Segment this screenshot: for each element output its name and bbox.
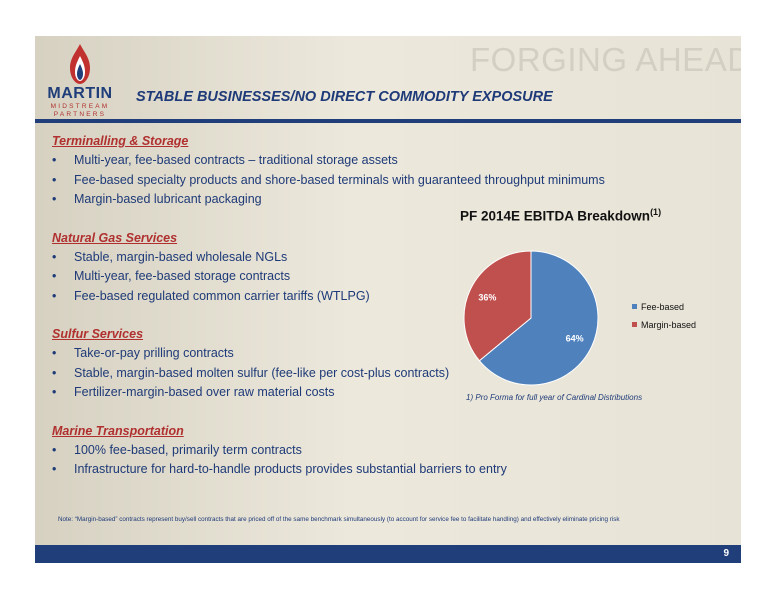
bullet-dot: • [52,249,57,264]
legend-swatch [632,304,637,309]
legend-item-margin-based: Margin-based [632,320,696,330]
chart-footnote: 1) Pro Forma for full year of Cardinal D… [466,393,643,402]
bullet-text: Fee-based specialty products and shore-b… [74,172,605,187]
data-label-fee-based: 64% [566,334,584,344]
page-number: 9 [723,548,729,559]
bullet-text: Take-or-pay prilling contracts [74,346,234,360]
bullet-text: Stable, margin-based molten sulfur (fee-… [74,365,450,380]
bullet-item: • Fee-based specialty products and shore-… [52,171,652,191]
bullet-text: Stable, margin-based wholesale NGLs [74,249,288,264]
bullet-item: • Infrastructure for hard-to-handle produ… [52,460,652,480]
bullet-item: • Stable, margin-based molten sulfur (fee… [52,364,652,384]
bullet-dot: • [52,346,57,360]
bullet-dot: • [52,442,57,457]
content-list: Terminalling & Storage • Multi-year, fee-… [52,132,652,480]
pie-chart: 64% 36% [463,250,599,386]
bullet-item: • Multi-year, fee-based contracts – tradi… [52,151,652,171]
bullet-dot: • [52,153,57,167]
data-label-margin-based: 36% [478,292,496,302]
bullet-text: 100% fee-based, primarily term contracts [74,442,302,457]
header-rule [35,119,741,123]
logo-line1: MIDSTREAM [50,103,110,110]
chart-title-footnote-mark: (1) [650,207,662,217]
chart-title: PF 2014E EBITDA Breakdown(1) [460,207,661,224]
bullet-text: Infrastructure for hard-to-handle produc… [74,462,507,476]
bullet-item: • Fee-based regulated common carrier tari… [52,287,652,307]
bullet-dot: • [52,192,57,206]
legend-label: Margin-based [641,320,697,330]
legend-label: Fee-based [641,302,685,312]
bullet-text: Fertilizer-margin-based over raw materia… [74,385,335,399]
slide-headline: STABLE BUSINESSES/NO DIRECT COMMODITY EX… [136,89,553,105]
flame-icon [70,44,90,84]
bullet-text: Fee-based regulated common carrier tarif… [74,288,370,303]
company-logo: MARTIN MIDSTREAM PARTNERS [43,44,123,120]
chart-title-text: PF 2014E EBITDA Breakdown [460,208,651,224]
legend-item-fee-based: Fee-based [632,302,684,312]
bullet-item: • Fertilizer-margin-based over raw materi… [52,383,652,403]
bullet-dot: • [52,269,57,283]
bullet-dot: • [52,172,57,187]
bullet-text: Multi-year, fee-based contracts – tradit… [74,153,398,167]
bullet-item: • Stable, margin-based wholesale NGLs [52,248,652,268]
bullet-dot: • [52,462,57,476]
logo-line2: PARTNERS [53,111,107,118]
bullet-text: Margin-based lubricant packaging [74,192,262,206]
pie-slice-margin-based [463,250,532,362]
bullet-item: • 100% fee-based, primarily term contract… [52,441,652,461]
bullet-dot: • [52,385,57,399]
bullet-item: • Multi-year, fee-based storage contracts [52,267,652,287]
section-title: Natural Gas Services [52,230,178,245]
section-title: Sulfur Services [52,327,144,341]
section-title: Marine Transportation [52,423,184,438]
pie-slice-fee-based [478,250,599,386]
logo-name: MARTIN [47,85,113,102]
bullet-item: • Take-or-pay prilling contracts [52,344,652,364]
section-title: Terminalling & Storage [52,134,189,148]
bullet-text: Multi-year, fee-based storage contracts [74,269,291,283]
footer-bar: 9 [35,545,741,563]
slide: FORGING AHEAD MARTIN MIDSTREAM PARTNERS … [35,36,741,563]
legend-swatch [632,322,637,327]
bullet-dot: • [52,288,57,303]
bullet-item: • Margin-based lubricant packaging [52,190,652,210]
footer-note: Note: “Margin-based” contracts represent… [58,516,620,523]
watermark-text: FORGING AHEAD [470,41,741,78]
bullet-dot: • [52,365,57,380]
